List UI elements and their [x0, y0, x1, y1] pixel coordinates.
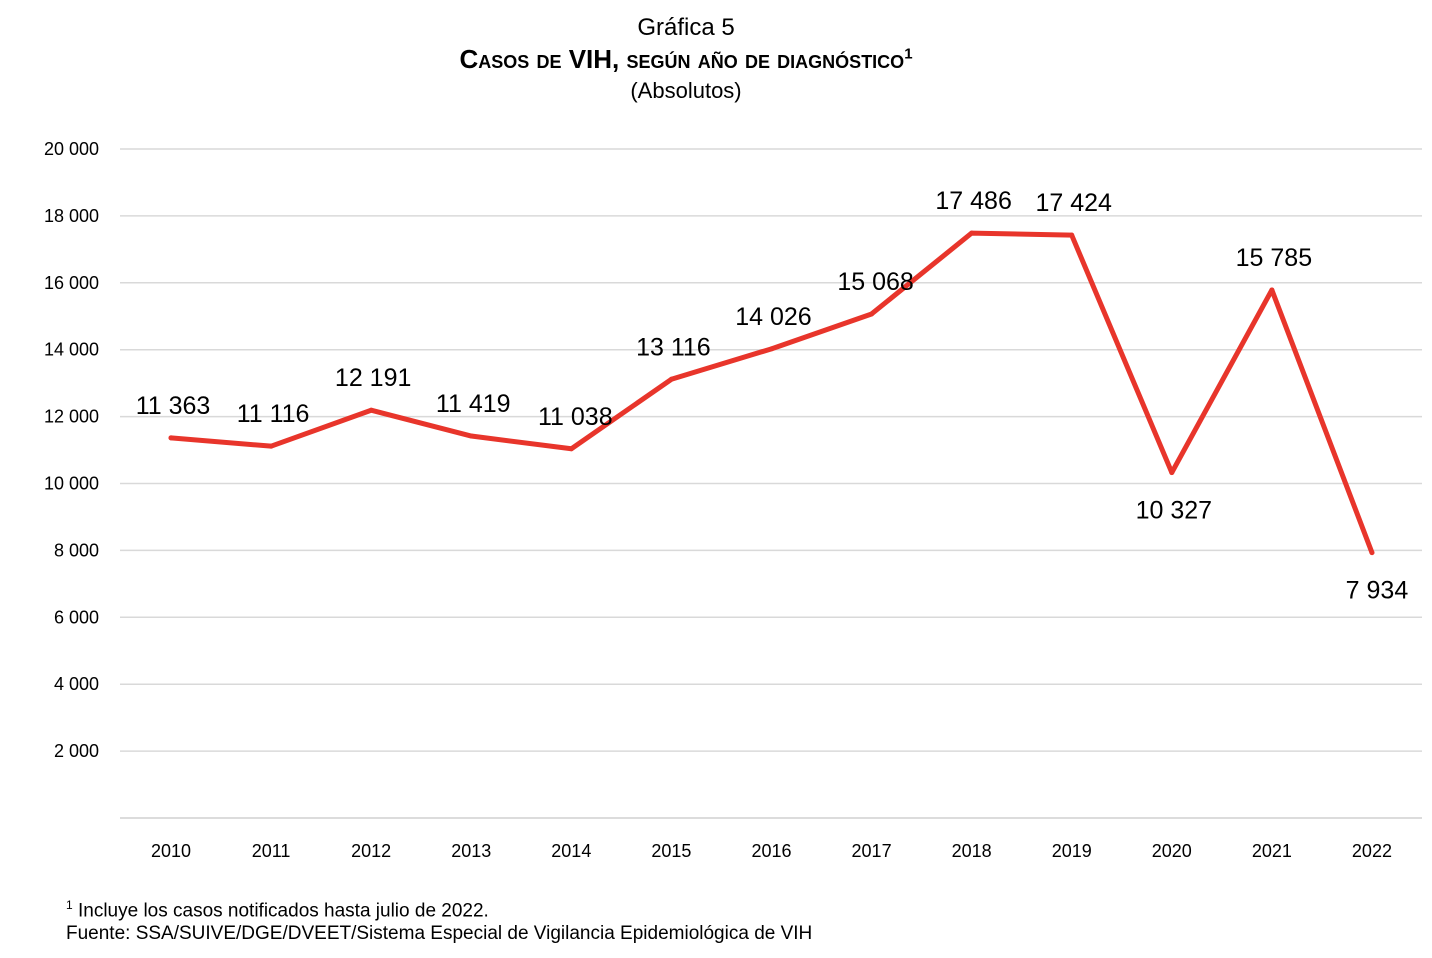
x-tick-label: 2013 — [451, 841, 491, 861]
data-point — [1369, 550, 1375, 556]
x-tick-label: 2012 — [351, 841, 391, 861]
y-tick-label: 16 000 — [44, 273, 99, 293]
y-tick-label: 8 000 — [54, 540, 99, 560]
data-point — [1269, 287, 1275, 293]
data-point — [168, 435, 174, 441]
data-label: 17 424 — [1035, 189, 1112, 217]
data-label: 14 026 — [735, 303, 811, 331]
y-tick-label: 6 000 — [54, 607, 99, 627]
x-tick-label: 2021 — [1252, 841, 1292, 861]
footnote: 1 Incluye los casos notificados hasta ju… — [66, 898, 489, 922]
x-tick-label: 2015 — [651, 841, 691, 861]
data-label: 10 327 — [1136, 497, 1212, 525]
chart-title: Gráfica 5 — [637, 14, 735, 41]
x-tick-label: 2019 — [1052, 841, 1092, 861]
x-tick-label: 2020 — [1152, 841, 1192, 861]
y-tick-label: 18 000 — [44, 206, 99, 226]
data-label: 11 419 — [436, 390, 511, 418]
data-label: 11 363 — [136, 392, 211, 420]
chart-subtitle: Casos de VIH, según año de diagnóstico1 — [0, 44, 1372, 75]
data-label: 15 068 — [837, 268, 913, 296]
data-point — [768, 346, 774, 352]
data-label: 11 116 — [237, 400, 310, 428]
y-tick-label: 14 000 — [44, 340, 99, 360]
data-point — [368, 407, 374, 413]
x-tick-label: 2011 — [252, 841, 291, 861]
subtitle-footnote-marker: 1 — [904, 45, 913, 63]
data-point — [268, 443, 274, 449]
x-tick-label: 2010 — [151, 841, 191, 861]
data-label: 15 785 — [1236, 244, 1312, 272]
x-tick-label: 2018 — [952, 841, 992, 861]
y-tick-label: 20 000 — [44, 139, 99, 159]
x-tick-label: 2016 — [751, 841, 791, 861]
x-tick-label: 2017 — [852, 841, 892, 861]
data-label: 13 116 — [636, 333, 711, 361]
y-tick-label: 12 000 — [44, 407, 99, 427]
x-tick-label: 2014 — [551, 841, 591, 861]
data-label: 7 934 — [1346, 577, 1409, 605]
data-point — [1069, 232, 1075, 238]
data-point — [869, 311, 875, 317]
chart-subtitle-text: Casos de VIH, según año de diagnóstico — [459, 44, 905, 74]
data-point — [1169, 470, 1175, 476]
data-point — [468, 433, 474, 439]
y-tick-label: 4 000 — [54, 674, 99, 694]
footnote-marker: 1 — [66, 898, 73, 912]
data-label: 12 191 — [335, 364, 411, 392]
source-note: Fuente: SSA/SUIVE/DGE/DVEET/Sistema Espe… — [66, 923, 813, 944]
y-tick-label: 2 000 — [54, 741, 99, 761]
footnote-text: Incluye los casos notificados hasta juli… — [77, 900, 489, 922]
data-point — [568, 446, 574, 452]
x-tick-label: 2022 — [1352, 841, 1392, 861]
data-label: 11 038 — [538, 403, 613, 431]
data-label: 17 486 — [935, 187, 1011, 215]
data-point — [969, 230, 975, 236]
y-tick-label: 10 000 — [44, 474, 99, 494]
data-point — [668, 376, 674, 382]
chart-units: (Absolutos) — [630, 78, 742, 103]
